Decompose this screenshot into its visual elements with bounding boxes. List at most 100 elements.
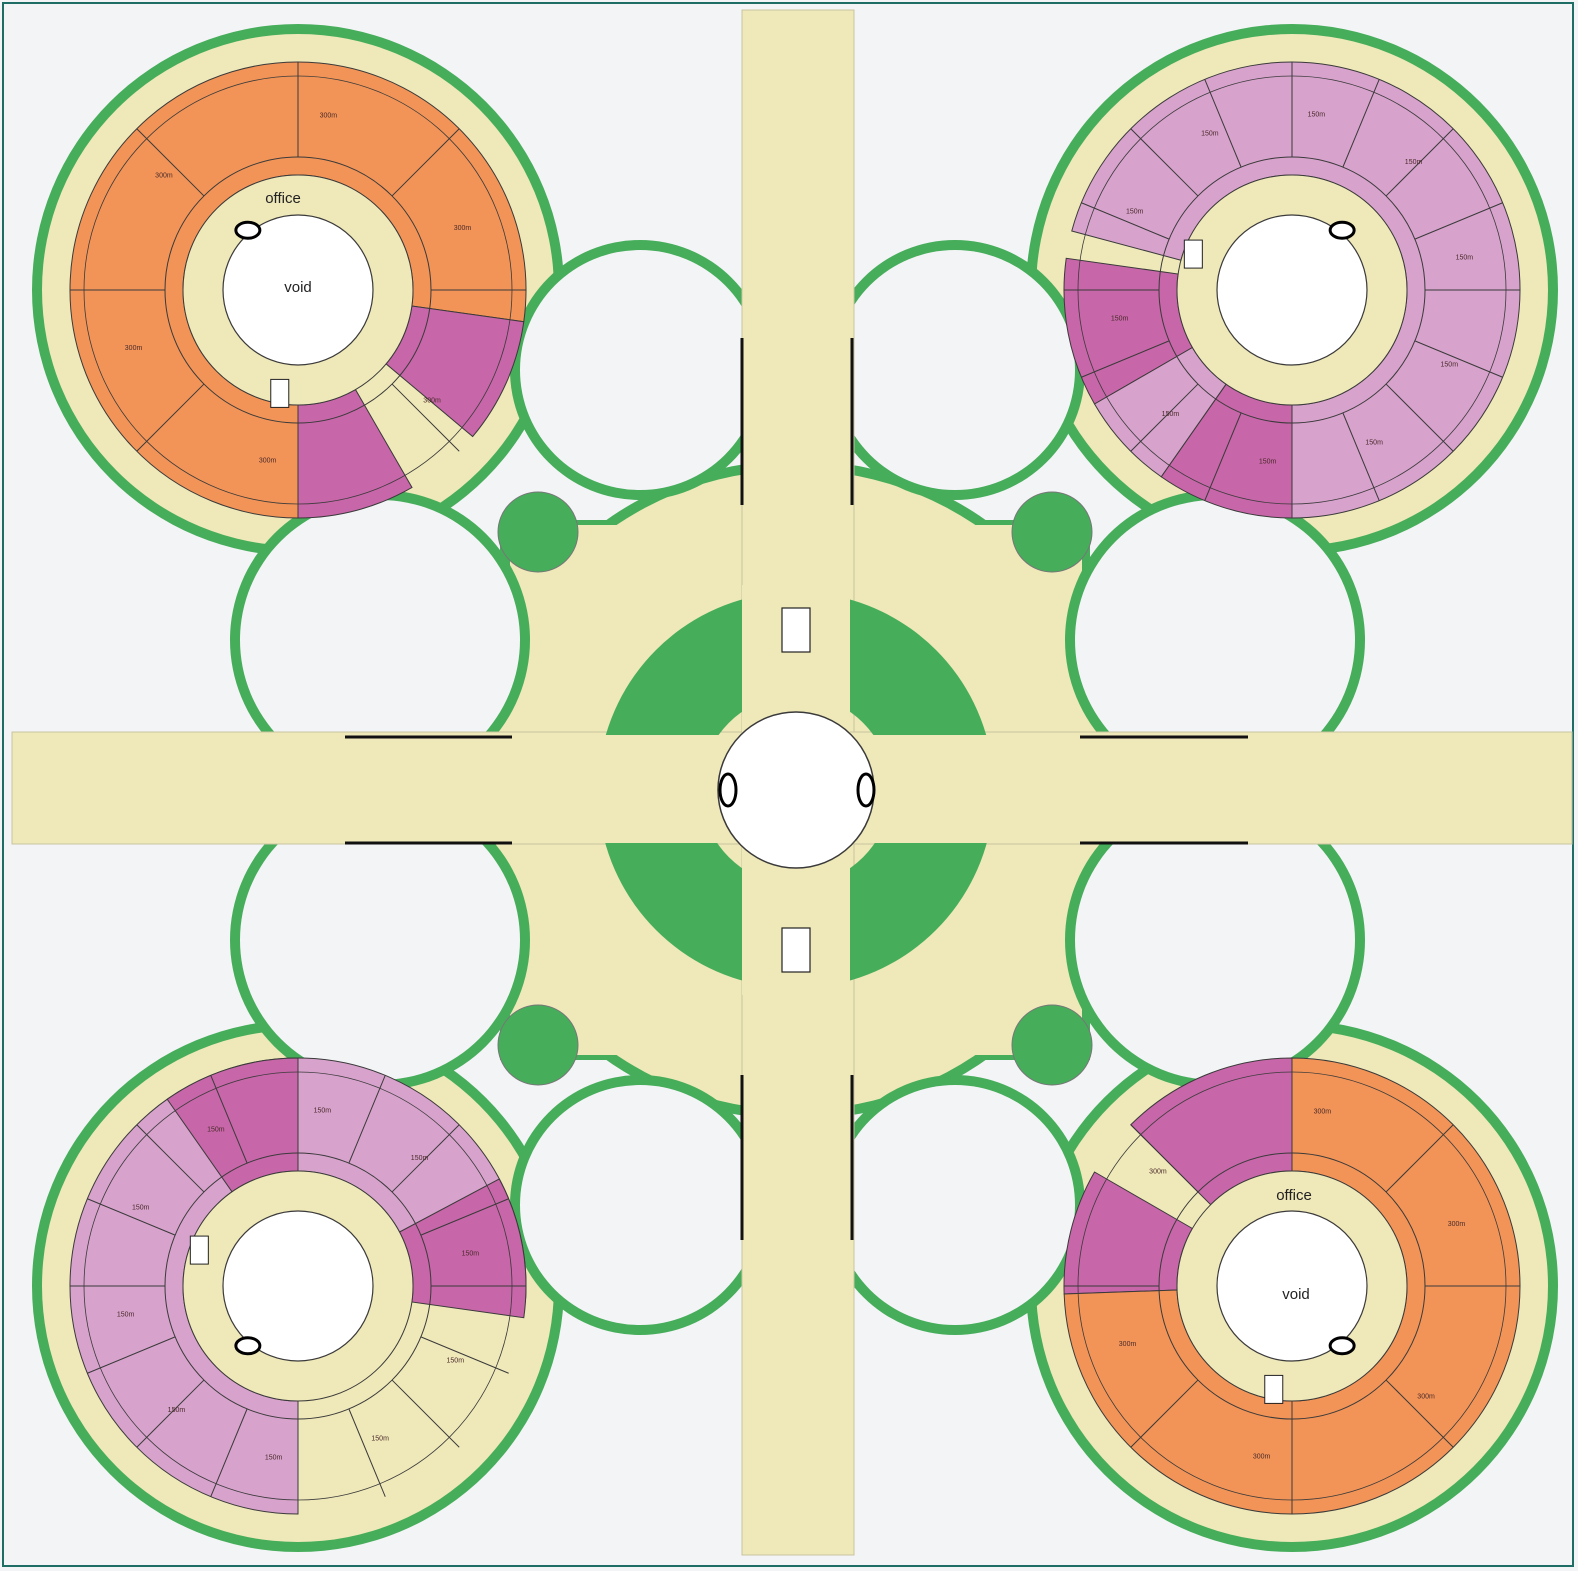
- partition-wall: [87, 1198, 176, 1236]
- pod-bottom-left: 150m 150m 150m 150m 150m 150m 150m 150m 150m 150m: [69, 1057, 527, 1515]
- void-label-bottom-right: void: [1282, 1286, 1310, 1303]
- unit-area-label: 150m: [1259, 458, 1277, 465]
- unit-area-label: 150m: [411, 1155, 429, 1162]
- unit-area-label: 150m: [1405, 159, 1423, 166]
- void-atrium: [1216, 1210, 1368, 1362]
- partition-wall: [1385, 1124, 1454, 1193]
- partition-wall: [391, 1124, 460, 1193]
- partition-wall: [1204, 79, 1242, 168]
- unit-area-label: 150m: [1308, 112, 1326, 119]
- planter-icon: [1011, 491, 1093, 573]
- partition-wall: [136, 1124, 205, 1193]
- unit-area-label: 300m: [1417, 1393, 1435, 1400]
- planter-icon: [1011, 1004, 1093, 1086]
- unit-area-label: 300m: [1314, 1109, 1332, 1116]
- partition-wall: [136, 128, 205, 197]
- elevator-icon: [1328, 220, 1356, 240]
- planter-icon: [497, 491, 579, 573]
- facade-line: [1077, 75, 1507, 505]
- stair-icon: [1264, 1374, 1284, 1404]
- partition-wall: [391, 1379, 460, 1448]
- elevator-icon: [1328, 1336, 1356, 1356]
- office-label-bottom-right: office: [1276, 1187, 1312, 1204]
- plaza-garden-0: [599, 593, 785, 779]
- unit-area-label: 150m: [1441, 362, 1459, 369]
- bite-6: [1075, 500, 1355, 780]
- partition-wall: [1130, 128, 1199, 197]
- planter-icon: [497, 1004, 579, 1086]
- unit-area-label: 300m: [155, 173, 173, 180]
- corridor-line: [1158, 156, 1426, 424]
- corridor-line: [164, 1152, 432, 1420]
- unit-area-label: 300m: [1149, 1169, 1167, 1176]
- unit-area-label: 300m: [320, 113, 338, 120]
- pod-top-left: 300m 300m 300m 300m 300m 300m: [69, 61, 527, 519]
- corridor-line: [1158, 1152, 1426, 1420]
- corridor-line: [164, 156, 432, 424]
- elevator-icon: [856, 772, 876, 808]
- bite-2: [520, 1085, 760, 1325]
- partition-wall: [1081, 202, 1170, 240]
- stair-icon: [781, 927, 811, 973]
- partition-wall: [136, 383, 205, 452]
- office-label-top-left: office: [265, 190, 301, 207]
- partition-wall: [348, 1408, 386, 1497]
- partition-wall: [1130, 1124, 1199, 1193]
- unit-area-label: 150m: [1456, 255, 1474, 262]
- void-atrium: [1216, 214, 1368, 366]
- unit-area-label: 150m: [117, 1311, 135, 1318]
- unit-area-label: 300m: [1448, 1221, 1466, 1228]
- partition-wall: [136, 1379, 205, 1448]
- bite-5: [240, 800, 520, 1080]
- partition-wall: [1204, 412, 1242, 501]
- void-atrium: [222, 1210, 374, 1362]
- unit-area-label: 150m: [132, 1204, 150, 1211]
- stair-icon: [781, 607, 811, 653]
- labels-layer: office void office void: [265, 190, 1312, 1303]
- partition-wall: [1342, 412, 1380, 501]
- unit-area-label: 300m: [1253, 1453, 1271, 1460]
- unit-area-label: 150m: [1126, 208, 1144, 215]
- unit-area-label: 150m: [1162, 411, 1180, 418]
- clusters-layer: 300m 300m 300m 300m 300m 300m 150m 150m 150m 150m…: [69, 61, 1521, 1515]
- unit-area-label: 300m: [1119, 1341, 1137, 1348]
- partition-wall: [420, 1198, 509, 1236]
- pod-bottom-right: 300m 300m 300m 300m 300m 300m: [1063, 1057, 1521, 1515]
- bite-0: [520, 250, 760, 490]
- unit-area-label: 300m: [259, 457, 277, 464]
- stair-icon: [270, 378, 290, 408]
- partition-wall: [87, 1336, 176, 1374]
- facade-line: [83, 1071, 513, 1501]
- unit-area-label: 150m: [371, 1436, 389, 1443]
- void-label-top-left: void: [284, 279, 312, 296]
- unit-area-label: 150m: [462, 1251, 480, 1258]
- partition-wall: [1081, 340, 1170, 378]
- stair-icon: [1183, 239, 1203, 269]
- partition-wall: [348, 1075, 386, 1164]
- pod-top-right: 150m 150m 150m 150m 150m 150m 150m 150m 150m 150m: [1063, 61, 1521, 519]
- bite-7: [1075, 800, 1355, 1080]
- unit-area-label: 300m: [423, 397, 441, 404]
- partition-wall: [420, 1336, 509, 1374]
- unit-area-label: 150m: [447, 1358, 465, 1365]
- partition-wall: [1130, 383, 1199, 452]
- bite-3: [835, 1085, 1075, 1325]
- unit-area-label: 150m: [314, 1108, 332, 1115]
- elevator-icon: [234, 220, 262, 240]
- partition-wall: [1414, 340, 1503, 378]
- unit-area-label: 300m: [454, 225, 472, 232]
- central-plaza: [592, 585, 1002, 995]
- void-atrium: [222, 214, 374, 366]
- partition-wall: [1342, 79, 1380, 168]
- partition-wall: [1414, 202, 1503, 240]
- partition-wall: [210, 1075, 248, 1164]
- plaza-garden-1: [807, 593, 993, 779]
- elevator-icon: [718, 772, 738, 808]
- facade-line: [83, 75, 513, 505]
- partition-wall: [1385, 128, 1454, 197]
- plaza-garden-3: [807, 801, 993, 987]
- partition-wall: [210, 1408, 248, 1497]
- central-void: [717, 711, 875, 869]
- unit-area-label: 150m: [207, 1126, 225, 1133]
- partition-wall: [1385, 1379, 1454, 1448]
